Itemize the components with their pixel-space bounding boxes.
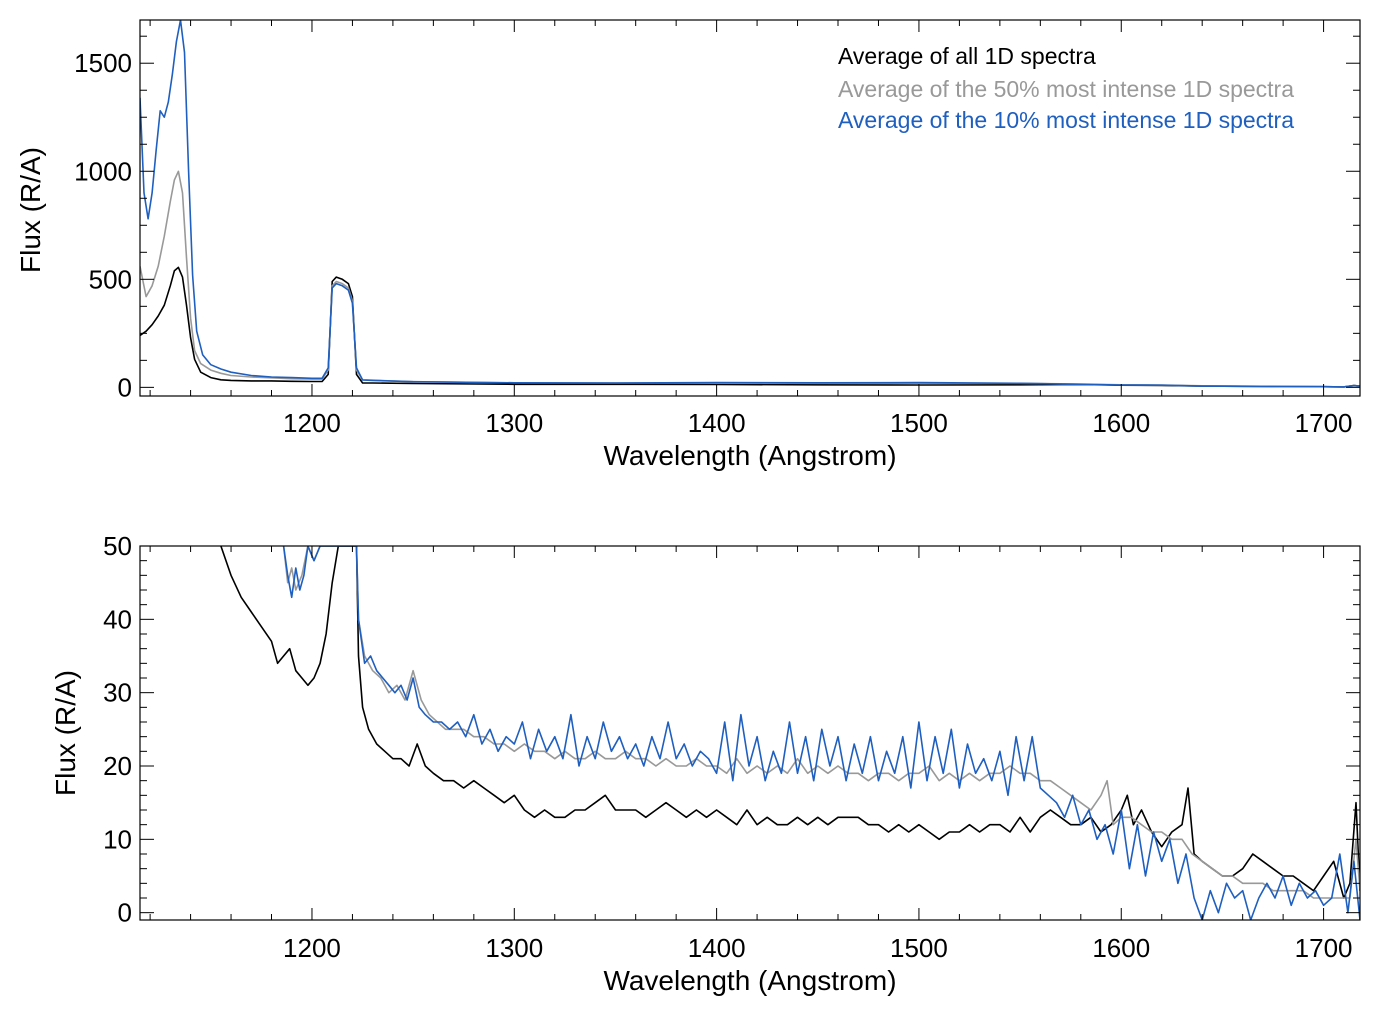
bottom-y-tick-label: 10 <box>103 824 132 854</box>
top-y-tick-label: 1000 <box>74 156 132 186</box>
legend-entry-all: Average of all 1D spectra <box>838 43 1096 69</box>
top-x-axis-title: Wavelength (Angstrom) <box>603 440 896 471</box>
bottom-axes-frame <box>139 545 1361 921</box>
bottom-tick-labels: 1200 1300 1400 1500 1600 1700 0 10 20 30 40 50 <box>103 531 1352 963</box>
top-x-tick-label: 1300 <box>485 408 543 438</box>
bottom-series-group <box>220 546 1360 920</box>
top-axes-frame <box>139 19 1361 397</box>
bottom-x-tick-label: 1200 <box>283 933 341 963</box>
bottom-x-axis-title: Wavelength (Angstrom) <box>603 965 896 996</box>
bottom-plot-area <box>139 545 1361 921</box>
bottom-axis-ticks <box>140 545 1360 920</box>
bottom-x-tick-label: 1400 <box>688 933 746 963</box>
top-panel-chart: 1200 1300 1400 1500 1600 1700 0 500 1000 1500 Wav… <box>15 19 1361 471</box>
top-y-tick-label: 500 <box>89 264 132 294</box>
bottom-y-tick-label: 30 <box>103 678 132 708</box>
top-axis-ticks <box>140 20 1360 396</box>
top-plot-area <box>139 19 1361 397</box>
legend-entry-10pct: Average of the 10% most intense 1D spect… <box>838 107 1294 133</box>
top-tick-labels: 1200 1300 1400 1500 1600 1700 0 500 1000 1500 <box>74 48 1352 438</box>
top-series-line-all <box>140 266 1360 388</box>
bottom-y-tick-label: 0 <box>118 898 132 928</box>
bottom-y-axis-title: Flux (R/A) <box>50 670 81 796</box>
bottom-x-tick-label: 1700 <box>1295 933 1353 963</box>
bottom-x-tick-label: 1500 <box>890 933 948 963</box>
bottom-series-line-all <box>220 546 1360 899</box>
top-y-tick-label: 0 <box>118 372 132 402</box>
bottom-panel-chart: 1200 1300 1400 1500 1600 1700 0 10 20 30 40 50 Wave… <box>50 531 1361 996</box>
top-x-tick-label: 1600 <box>1092 408 1150 438</box>
bottom-y-tick-label: 40 <box>103 604 132 634</box>
top-y-axis-title: Flux (R/A) <box>15 147 46 273</box>
legend: Average of all 1D spectra Average of the… <box>838 43 1294 133</box>
top-series-line-50pct <box>140 170 1360 388</box>
top-x-tick-label: 1700 <box>1295 408 1353 438</box>
top-y-tick-label: 1500 <box>74 48 132 78</box>
legend-entry-50pct: Average of the 50% most intense 1D spect… <box>838 76 1294 102</box>
bottom-y-tick-label: 20 <box>103 751 132 781</box>
bottom-y-tick-label: 50 <box>103 531 132 561</box>
top-series-group <box>140 20 1360 388</box>
top-x-tick-label: 1200 <box>283 408 341 438</box>
bottom-x-tick-label: 1300 <box>485 933 543 963</box>
top-series-line-10pct <box>140 20 1360 388</box>
top-x-tick-label: 1500 <box>890 408 948 438</box>
bottom-series-line-10pct <box>282 546 1360 920</box>
top-x-tick-label: 1400 <box>688 408 746 438</box>
bottom-x-tick-label: 1600 <box>1092 933 1150 963</box>
bottom-series-line-50pct <box>282 546 1360 899</box>
